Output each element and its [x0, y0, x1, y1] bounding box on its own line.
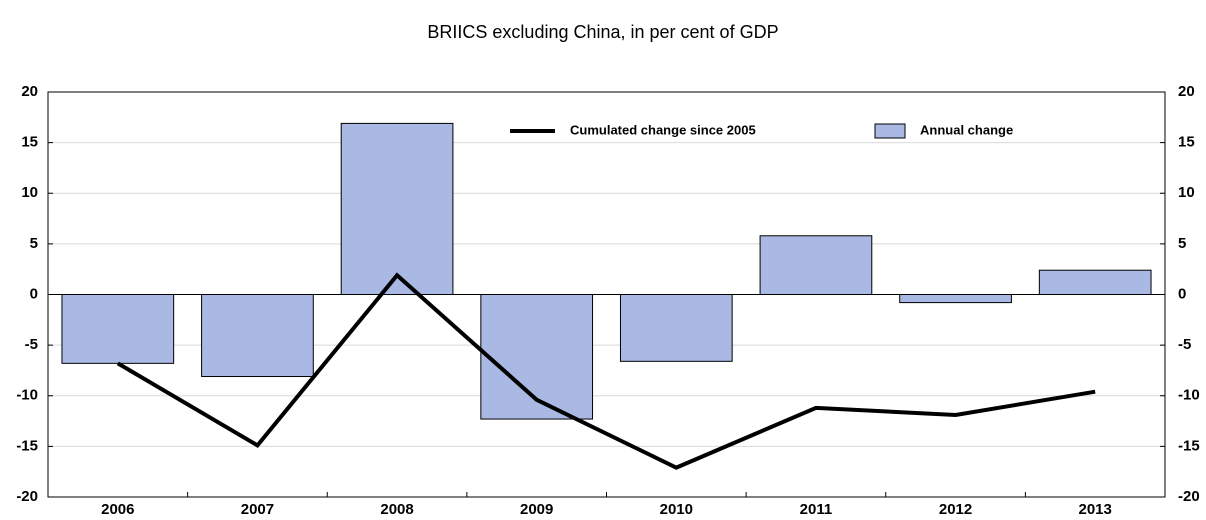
plot-frame [47, 91, 1166, 498]
y2-tick-label: -10 [1178, 387, 1200, 404]
bar [1038, 269, 1152, 296]
y-tick-label: 15 [21, 134, 38, 151]
legend-label: Cumulated change since 2005 [570, 122, 756, 137]
y2-tick-label: 0 [1178, 285, 1186, 302]
y2-tick-label: 5 [1178, 235, 1186, 252]
x-tick-label: 2007 [241, 501, 274, 518]
x-tick-label: 2008 [380, 501, 413, 518]
bar [340, 122, 454, 295]
bar [619, 294, 733, 362]
y-tick-label: 10 [21, 184, 38, 201]
bar [759, 235, 873, 295]
chart-title: BRIICS excluding China, in per cent of G… [427, 22, 778, 42]
y-tick-label: -10 [16, 387, 38, 404]
legend-swatch [874, 123, 906, 139]
line [116, 272, 1096, 470]
x-tick-label: 2009 [520, 501, 553, 518]
y2-tick-label: -15 [1178, 437, 1200, 454]
legend-label: Annual change [920, 122, 1013, 137]
y-tick-label: 0 [30, 285, 38, 302]
y-tick-label: -15 [16, 437, 38, 454]
bar [899, 294, 1012, 304]
y2-tick-label: -5 [1178, 336, 1191, 353]
bar [61, 294, 175, 364]
y-tick-label: 5 [30, 235, 38, 252]
y-tick-label: 20 [21, 83, 38, 100]
x-tick-label: 2010 [660, 501, 693, 518]
x-tick-label: 2006 [101, 501, 134, 518]
y2-tick-label: 20 [1178, 83, 1195, 100]
y2-tick-label: -20 [1178, 488, 1200, 505]
y2-tick-label: 15 [1178, 134, 1195, 151]
y-tick-label: -5 [25, 336, 38, 353]
bar [201, 294, 314, 378]
y-tick-label: -20 [16, 488, 38, 505]
x-tick-label: 2012 [939, 501, 972, 518]
x-tick-label: 2011 [800, 501, 833, 518]
y2-tick-label: 10 [1178, 184, 1195, 201]
x-tick-label: 2013 [1079, 501, 1112, 518]
